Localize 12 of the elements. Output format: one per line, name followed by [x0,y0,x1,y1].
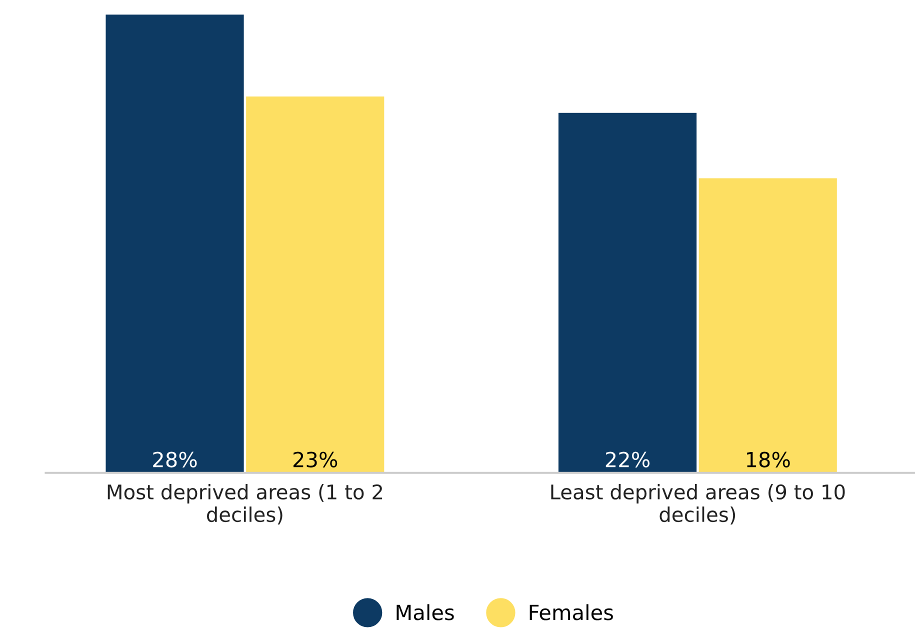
data-label: 18% [746,452,790,468]
bar [698,178,837,473]
data-label: 28% [153,452,197,468]
bar [106,14,244,473]
data-label: 23% [294,452,338,468]
legend-label: Males [396,604,454,620]
bar [558,112,697,473]
x-tick-label: Least deprived areas (9 to 10 deciles) [551,484,845,524]
data-label: 22% [606,452,650,468]
x-tick-label: Most deprived areas (1 to 2 deciles) [108,484,382,524]
bar [246,96,384,473]
legend-label: Females [530,604,613,620]
